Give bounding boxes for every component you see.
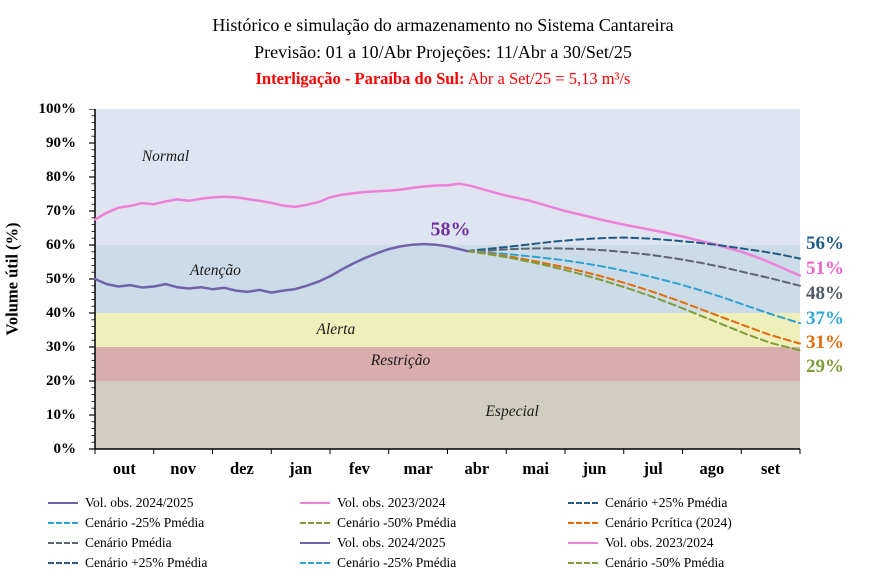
series-cenario-menos50-pmedia: [465, 250, 801, 352]
legend-label: Vol. obs. 2023/2024: [605, 535, 714, 550]
y-tick-label: 60%: [46, 237, 76, 253]
y-tick-label: 70%: [46, 203, 76, 219]
interconnection-note: Interligação - Paraíba do Sul: Abr a Set…: [0, 66, 886, 91]
x-tick-label: jun: [582, 459, 607, 478]
y-tick-label: 90%: [46, 135, 76, 151]
zone-normal: [95, 109, 800, 245]
legend-item: Cenário Pmédia: [48, 535, 300, 551]
zone-especial: [95, 381, 800, 449]
y-tick-label: 0%: [53, 441, 77, 457]
y-tick-label: 40%: [46, 305, 76, 321]
interconnection-label: Interligação - Paraíba do Sul:: [255, 69, 465, 88]
x-tick-label: dez: [229, 459, 254, 478]
legend-line-sample: [300, 542, 330, 544]
x-tick-label: jul: [643, 459, 663, 478]
x-tick-label: jan: [289, 459, 313, 478]
legend-line-sample: [300, 562, 330, 564]
y-tick-label: 10%: [46, 407, 76, 423]
y-tick-label: 30%: [46, 339, 76, 355]
legend-item: Vol. obs. 2024/2025: [48, 495, 300, 511]
legend-item: Cenário -50% Pmédia: [300, 515, 568, 531]
chart-legend: Vol. obs. 2024/2025 Vol. obs. 2023/2024 Ce…: [48, 495, 886, 571]
chart-header: Histórico e simulação do armazenamento n…: [0, 0, 886, 91]
legend-item: Cenário -25% Pmédia: [48, 515, 300, 531]
legend-line-sample: [48, 522, 78, 524]
legend-line-sample: [48, 542, 78, 544]
end-label: 51%: [806, 258, 844, 279]
y-tick-label: 100%: [38, 101, 77, 117]
zone-alerta: [95, 313, 800, 347]
legend-line-sample: [568, 502, 598, 504]
x-tick-label: mar: [403, 459, 433, 478]
zone-atencao: [95, 245, 800, 313]
legend-line-sample: [300, 502, 330, 504]
end-label: 29%: [806, 356, 844, 377]
x-tick-label: fev: [348, 459, 370, 478]
legend-item: Cenário Pcrítica (2024): [568, 515, 830, 531]
legend-label: Cenário +25% Pmédia: [605, 495, 728, 510]
legend-line-sample: [300, 522, 330, 524]
cantareira-storage-chart: Histórico e simulação do armazenamento n…: [0, 0, 886, 571]
zone-restricao: [95, 347, 800, 381]
series-cenario-pmedia: [465, 247, 801, 287]
legend-label: Cenário Pmédia: [85, 535, 172, 550]
legend-line-sample: [48, 562, 78, 564]
end-label: 48%: [806, 283, 844, 304]
legend-item: Cenário -50% Pmédia: [568, 555, 830, 571]
y-tick-label: 80%: [46, 169, 76, 185]
x-tick-label: abr: [464, 459, 490, 478]
chart-region: Volume útil (%) 0% 10% 20% 30% 40% 50% 60% 70% 8…: [0, 99, 886, 457]
end-label: 31%: [806, 332, 844, 353]
chart-subtitle: Previsão: 01 a 10/Abr Projeções: 11/Abr …: [254, 42, 632, 62]
interconnection-value: Abr a Set/25 = 5,13 m³/s: [464, 69, 631, 88]
x-tick-label: ago: [699, 459, 725, 478]
end-label: 37%: [806, 308, 844, 329]
series-cenario-pcritica-2024: [465, 250, 801, 345]
x-axis-labels: out nov dez jan fev mar abr mai jun jul ago set: [0, 457, 886, 485]
legend-item: Cenário +25% Pmédia: [568, 495, 830, 511]
x-tick-label: out: [112, 459, 136, 478]
legend-line-sample: [568, 522, 598, 524]
x-tick-label: set: [761, 459, 781, 478]
series-vol-obs-2023-2024: [93, 182, 801, 277]
legend-label: Cenário -25% Pmédia: [337, 555, 457, 570]
legend-item: Cenário -25% Pmédia: [300, 555, 568, 571]
legend-label: Cenário -50% Pmédia: [337, 515, 457, 530]
plot-area: [89, 109, 801, 454]
legend-label: Cenário +25% Pmédia: [85, 555, 208, 570]
projection-end-labels: 56% 51% 48% 37% 31% 29%: [806, 109, 884, 449]
chart-title: Histórico e simulação do armazenamento n…: [212, 15, 674, 35]
end-label: 56%: [806, 233, 844, 254]
y-axis-tick-labels: 0% 10% 20% 30% 40% 50% 60% 70% 80% 90% 100%: [0, 101, 77, 457]
legend-label: Vol. obs. 2023/2024: [337, 495, 446, 510]
x-tick-label: nov: [170, 459, 196, 478]
series-cenario-menos25-pmedia: [465, 250, 801, 325]
series-vol-obs-2024-2025: [93, 242, 469, 294]
legend-label: Cenário -25% Pmédia: [85, 515, 205, 530]
y-tick-label: 50%: [46, 271, 76, 287]
legend-line-sample: [568, 542, 598, 544]
y-tick-label: 20%: [46, 373, 76, 389]
legend-item: Vol. obs. 2023/2024: [568, 535, 830, 551]
legend-label: Vol. obs. 2024/2025: [337, 535, 446, 550]
series-cenario-mais25-pmedia: [465, 236, 801, 260]
legend-label: Vol. obs. 2024/2025: [85, 495, 194, 510]
legend-item: Vol. obs. 2023/2024: [300, 495, 568, 511]
legend-item: Cenário +25% Pmédia: [48, 555, 300, 571]
x-tick-label: mai: [522, 459, 549, 478]
legend-line-sample: [568, 562, 598, 564]
legend-label: Cenário -50% Pmédia: [605, 555, 725, 570]
legend-line-sample: [48, 502, 78, 504]
legend-label: Cenário Pcrítica (2024): [605, 515, 732, 530]
legend-item: Vol. obs. 2024/2025: [300, 535, 568, 551]
